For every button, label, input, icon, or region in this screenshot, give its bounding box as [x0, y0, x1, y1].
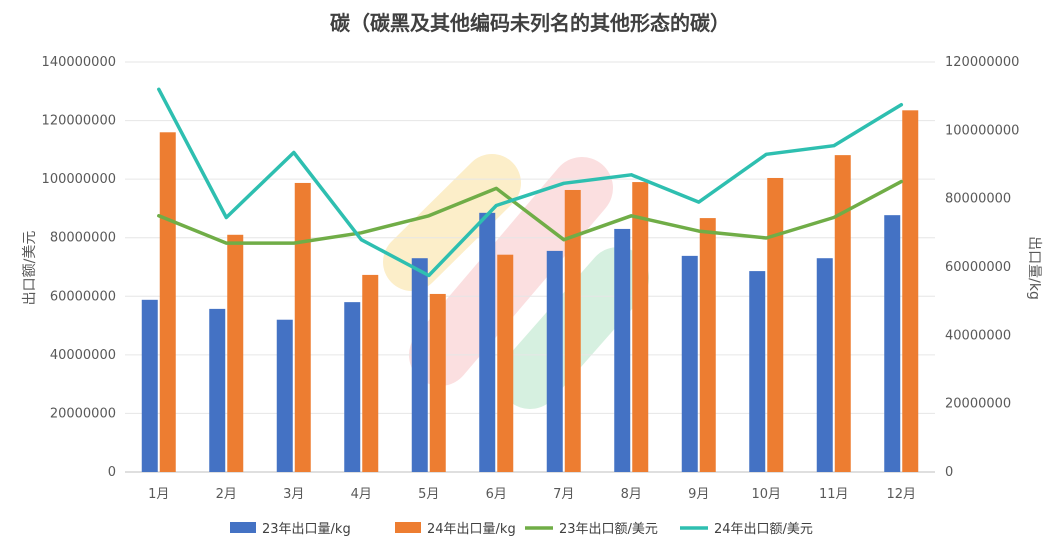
bar [276, 319, 293, 472]
y2-tick-label: 20000000 [945, 397, 1011, 412]
gridlines [125, 61, 935, 473]
y2-tick-label: 80000000 [945, 192, 1011, 207]
bar [902, 110, 919, 473]
bar [411, 258, 428, 472]
series-line [157, 179, 904, 245]
y-tick-label: 140000000 [42, 55, 116, 70]
bar [614, 228, 631, 472]
bar [141, 299, 158, 472]
bar [681, 255, 698, 472]
y2-tick-label: 100000000 [945, 123, 1019, 138]
bar-series [141, 110, 919, 473]
chart-title: 碳（碳黑及其他编码未列名的其他形态的碳） [330, 11, 730, 35]
bar [227, 234, 244, 472]
bar [816, 258, 833, 472]
y-tick-label: 120000000 [42, 114, 116, 129]
y2-tick-label: 60000000 [945, 260, 1011, 275]
line-series [157, 87, 904, 278]
bar [767, 177, 784, 472]
x-tick-label: 4月 [351, 487, 372, 502]
x-tick-label: 6月 [486, 487, 507, 502]
legend-label: 23年出口额/美元 [559, 522, 658, 537]
x-tick-label: 11月 [819, 487, 849, 502]
x-axis-ticks: 1月 2月 3月 4月 5月 6月 7月 8月 9月 10月 11月 12月 [148, 487, 916, 502]
y2-tick-label: 40000000 [945, 328, 1011, 343]
left-axis-ticks: 0 20000000 40000000 60000000 80000000 1000000… [42, 55, 116, 480]
bar [884, 215, 901, 472]
bar [362, 274, 379, 472]
legend-label: 23年出口量/kg [262, 522, 351, 537]
right-axis-title: 出口量/kg [1026, 236, 1042, 300]
y-tick-label: 40000000 [50, 348, 116, 363]
x-tick-label: 8月 [621, 487, 642, 502]
legend-label: 24年出口量/kg [427, 522, 516, 537]
x-tick-label: 12月 [886, 487, 916, 502]
x-tick-label: 9月 [688, 487, 709, 502]
bar [294, 182, 311, 472]
legend-swatch [395, 522, 421, 533]
bar [479, 212, 496, 473]
bar [699, 218, 716, 472]
x-tick-label: 5月 [418, 487, 439, 502]
bar [749, 271, 766, 472]
x-tick-label: 7月 [553, 487, 574, 502]
bar [564, 189, 581, 472]
y-tick-label: 20000000 [50, 406, 116, 421]
legend: 23年出口量/kg 24年出口量/kg 23年出口额/美元 24年出口额/美元 [230, 522, 813, 537]
y-tick-label: 60000000 [50, 289, 116, 304]
bar [429, 293, 446, 472]
x-tick-label: 1月 [148, 487, 169, 502]
legend-swatch [230, 522, 256, 533]
bar [344, 302, 361, 472]
y-tick-label: 0 [108, 465, 116, 480]
left-axis-title: 出口额/美元 [22, 231, 38, 306]
bar [497, 254, 514, 472]
y2-tick-label: 120000000 [945, 55, 1019, 70]
legend-label: 24年出口额/美元 [714, 522, 813, 537]
x-tick-label: 3月 [283, 487, 304, 502]
y-tick-label: 100000000 [42, 172, 116, 187]
right-axis-ticks: 0 20000000 40000000 60000000 80000000 1000000… [945, 55, 1019, 480]
bar [546, 250, 563, 472]
series-line [157, 87, 904, 278]
bar [159, 132, 176, 473]
bar [209, 308, 226, 472]
y-tick-label: 80000000 [50, 231, 116, 246]
x-tick-label: 10月 [751, 487, 781, 502]
x-tick-label: 2月 [216, 487, 237, 502]
y2-tick-label: 0 [945, 465, 953, 480]
bar [834, 155, 851, 472]
bar [632, 182, 649, 473]
